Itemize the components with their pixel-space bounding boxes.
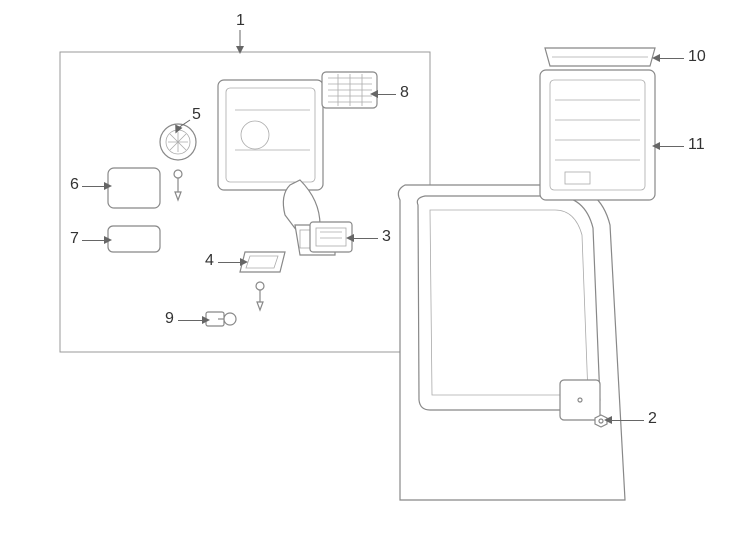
callout-10: 10: [688, 48, 706, 66]
part-glass-lower: [108, 168, 160, 208]
callout-1: 1: [236, 12, 245, 30]
callout-5: 5: [192, 106, 201, 124]
part-housing-cover: [540, 70, 655, 200]
arrow-2: [604, 416, 612, 424]
callout-2: 2: [648, 410, 657, 428]
callout-7: 7: [70, 230, 79, 248]
callout-8: 8: [400, 84, 409, 102]
callout-6: 6: [70, 176, 79, 194]
leader-9: [178, 320, 202, 321]
arrow-3: [346, 234, 354, 242]
part-glass-upper: [108, 226, 160, 252]
part-trim-cap: [545, 48, 655, 66]
leader-8: [378, 94, 396, 95]
callout-4: 4: [205, 252, 214, 270]
leader-6: [82, 186, 104, 187]
part-sensor: [206, 312, 236, 326]
arrow-9: [202, 316, 210, 324]
leader-7: [82, 240, 104, 241]
parts-diagram: 1 2 3 4 5 6 7 8 9 10 11: [0, 0, 734, 540]
leader-4: [218, 262, 240, 263]
callout-9: 9: [165, 310, 174, 328]
leader-3: [354, 238, 378, 239]
callout-11: 11: [688, 136, 705, 154]
door-outline: [398, 185, 625, 500]
arrow-6: [104, 182, 112, 190]
leader-11: [660, 146, 684, 147]
arrow-7: [104, 236, 112, 244]
leader-10: [660, 58, 684, 59]
arrow-11: [652, 142, 660, 150]
arrow-8: [370, 90, 378, 98]
part-screw-5: [174, 170, 182, 200]
diagram-svg: [0, 0, 734, 540]
part-vent-grille: [322, 72, 377, 108]
callout-3: 3: [382, 228, 391, 246]
arrow-10: [652, 54, 660, 62]
part-screw-4: [256, 282, 264, 310]
leader-2: [612, 420, 644, 421]
arrow-4: [240, 258, 248, 266]
